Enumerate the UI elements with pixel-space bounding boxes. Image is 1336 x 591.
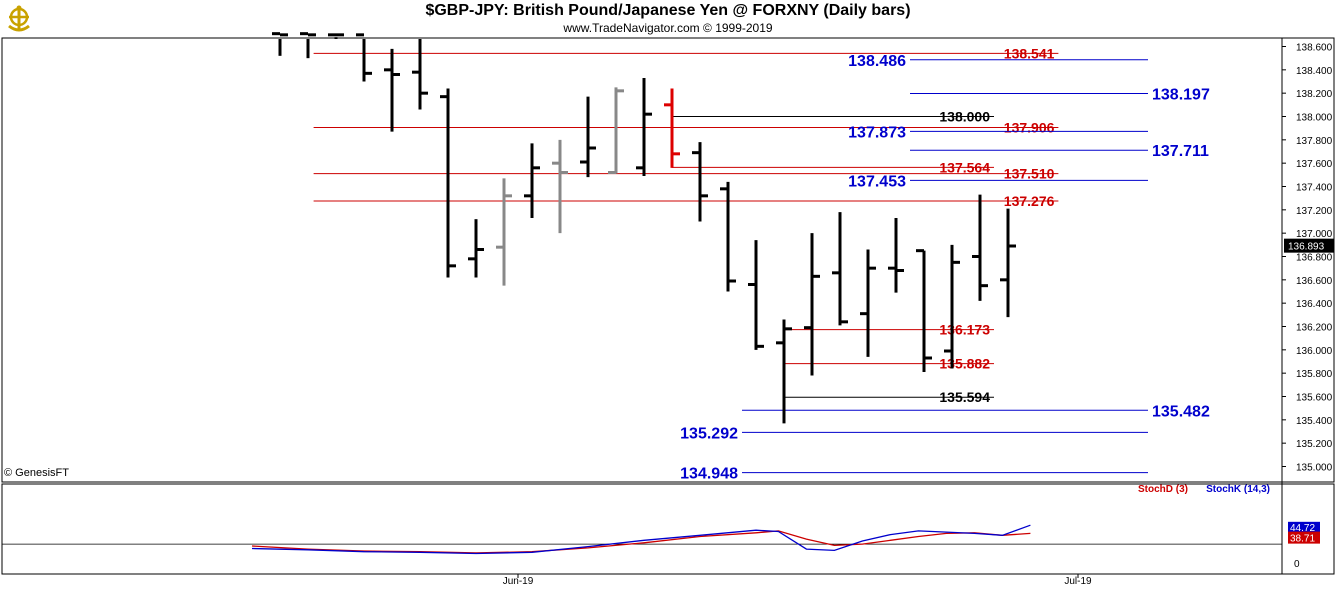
ohlc-bar-10 [524,143,540,218]
ohlc-bar-19 [776,319,792,424]
y-tick-label: 136.400 [1296,299,1333,310]
level-label-137.276: 137.276 [1004,193,1055,209]
ohlc-bar-11 [552,139,568,234]
last-d-box [1288,531,1320,544]
y-tick-label: 138.000 [1296,113,1333,124]
x-tick-label: Jun-19 [503,576,534,587]
ohlc-bar-9 [496,178,512,286]
chart-title: $GBP-JPY: British Pound/Japanese Yen @ F… [425,2,911,19]
level-label-137.711: 137.711 [1152,143,1209,160]
ohlc-bar-23 [888,218,904,293]
y-tick-label: 137.800 [1296,136,1333,147]
y-tick-label: 137.600 [1296,159,1333,170]
ohlc-bar-15 [664,88,680,168]
y-tick-label: 138.600 [1296,43,1333,54]
level-label-137.453: 137.453 [848,173,906,190]
ohlc-bar-18 [748,240,764,350]
chart-subtitle: www.TradeNavigator.com © 1999-2019 [563,21,773,35]
last-price-label: 136.893 [1288,242,1325,253]
y-tick-label: 136.000 [1296,346,1333,357]
y-tick-label: 138.200 [1296,89,1333,100]
level-label-138.541: 138.541 [1004,45,1055,61]
ohlc-bar-7 [440,88,456,278]
ohlc-bar-25 [944,244,960,369]
x-tick-label: Jul-19 [1064,576,1092,587]
legend-stoch-k: StochK (14,3) [1206,484,1270,495]
ohlc-bar-17 [720,181,736,292]
last-price-box [1284,238,1334,253]
ohlc-bar-4 [356,33,372,82]
level-label-135.594: 135.594 [939,389,990,405]
y-tick-label: 135.400 [1296,416,1333,427]
level-label-137.906: 137.906 [1004,119,1055,135]
y-tick-label: 137.400 [1296,183,1333,194]
y-tick-label: 135.600 [1296,393,1333,404]
legend-stoch-d: StochD (3) [1138,484,1188,495]
level-label-137.510: 137.510 [1004,166,1055,182]
ohlc-bar-27 [1000,208,1016,318]
y-tick-label: 138.400 [1296,66,1333,77]
ohlc-bar-6 [412,39,428,110]
y-tick-label: 137.200 [1296,206,1333,217]
last-d-label: 38.71 [1290,534,1315,545]
y-tick-label: 136.200 [1296,323,1333,334]
ohlc-bar-26 [972,194,988,301]
y-tick-label: 135.800 [1296,369,1333,380]
level-label-135.482: 135.482 [1152,403,1210,420]
level-label-138.197: 138.197 [1152,87,1210,104]
level-label-136.173: 136.173 [939,322,990,338]
ohlc-bar-13 [608,87,624,174]
level-label-135.882: 135.882 [939,356,990,372]
stoch-series-d [251,530,1031,554]
y-tick-label: 137.000 [1296,229,1333,240]
level-label-135.292: 135.292 [680,425,738,442]
copyright-label: © GenesisFT [4,467,69,479]
stoch-y-tick-label: 0 [1294,559,1300,570]
chart-header: $GBP-JPY: British Pound/Japanese Yen @ F… [0,0,1336,38]
last-k-box [1288,521,1320,533]
stoch-series-k [251,524,1031,555]
y-tick-label: 135.000 [1296,463,1333,474]
y-tick-label: 136.600 [1296,276,1333,287]
stochastic-panel-frame [1,483,1335,575]
level-label-138.486: 138.486 [848,53,906,70]
ohlc-bar-20 [804,233,820,376]
ohlc-bar-8 [468,219,484,278]
ohlc-bar-14 [636,78,652,176]
ohlc-bar-24 [916,249,932,372]
ohlc-bar-21 [832,212,848,326]
level-label-138.000: 138.000 [939,109,990,125]
ship-wheel-anchor-icon [4,4,34,34]
y-tick-label: 136.800 [1296,253,1333,264]
main-plot-frame [1,37,1335,483]
y-tick-label: 135.200 [1296,439,1333,450]
last-k-label: 44.72 [1290,523,1315,534]
level-label-134.948: 134.948 [680,466,738,483]
ohlc-bar-12 [580,96,596,178]
ohlc-bar-16 [692,142,708,222]
ohlc-bar-5 [384,48,400,132]
level-label-137.873: 137.873 [848,124,906,141]
level-label-137.564: 137.564 [939,159,990,175]
ohlc-bar-22 [860,249,876,357]
